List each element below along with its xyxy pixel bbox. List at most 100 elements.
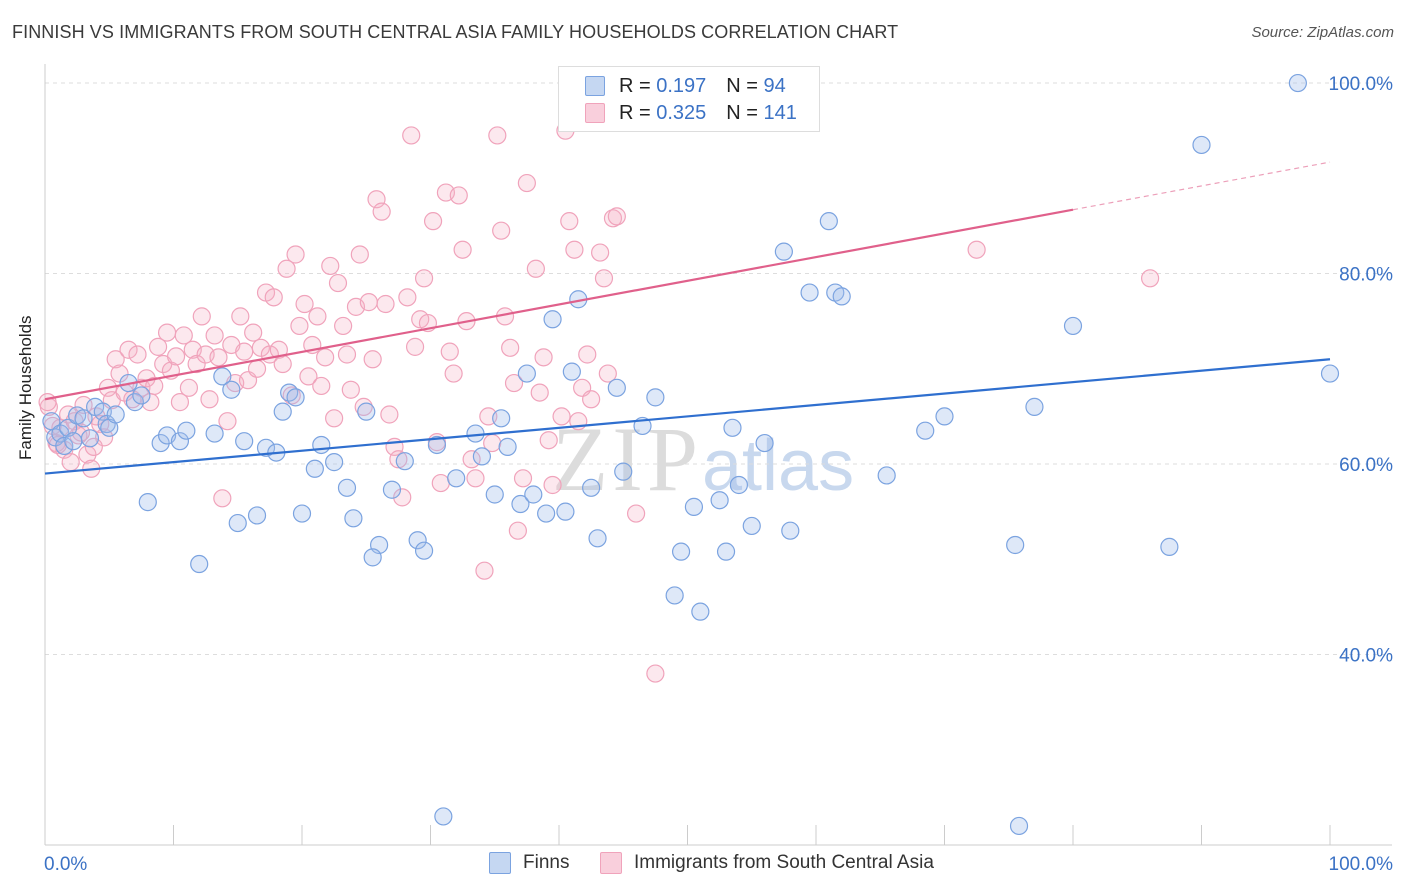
legend-row-immigrants: R = 0.325 N = 141 [585,100,797,126]
point-immigrants [598,364,617,383]
point-finns [684,497,704,516]
point-immigrants [444,364,463,383]
series-legend: Finns Immigrants from South Central Asia [0,852,1406,878]
point-immigrants [295,294,314,314]
point-finns [537,504,556,523]
point-finns [472,447,491,466]
point-finns [498,437,517,456]
point-immigrants [440,342,459,361]
point-immigrants [405,337,425,356]
point-finns [1009,816,1029,836]
point-finns [213,367,232,386]
point-finns [170,432,190,451]
trend-line-immigrants [44,208,1074,401]
point-immigrants [431,473,450,493]
chart-title: FINNISH VS IMMIGRANTS FROM SOUTH CENTRAL… [12,22,899,42]
point-immigrants [269,340,288,359]
point-immigrants [264,288,283,307]
y-tick-label: 100.0% [1329,74,1394,95]
y-tick-label: 60.0% [1339,455,1393,476]
point-finns [1288,73,1307,93]
point-immigrants [363,350,382,369]
legend-r-label: R = [619,74,651,97]
point-immigrants [626,504,646,523]
x-tick-label: 0.0% [44,854,87,875]
point-immigrants [530,383,549,402]
point-immigrants [582,390,601,409]
legend-n-value: 141 [763,101,797,124]
point-immigrants [174,326,193,345]
point-immigrants [128,345,147,364]
point-finns [582,478,601,497]
point-finns [325,453,344,472]
legend-r-value: 0.325 [656,101,707,124]
trend-lines [44,161,1331,475]
y-tick-label: 80.0% [1339,265,1393,286]
y-tick-label: 40.0% [1339,646,1393,667]
point-finns [524,485,543,504]
point-immigrants [74,395,93,415]
point-immigrants [393,488,412,507]
point-immigrants [359,293,378,312]
legend-n-label: N = [726,101,758,124]
point-immigrants [350,245,369,264]
point-finns [671,542,691,561]
point-finns [312,435,331,455]
point-immigrants [328,273,348,293]
point-immigrants [462,450,481,469]
point-finns [1025,397,1044,416]
point-finns [427,435,447,455]
point-finns [742,516,761,536]
point-immigrants [157,323,177,342]
point-immigrants [646,664,665,683]
point-finns [363,548,382,567]
legend-item-finns: Finns [489,852,569,874]
point-immigrants [166,347,186,366]
point-immigrants [501,338,520,357]
point-immigrants [273,354,292,374]
point-immigrants [38,393,57,412]
point-immigrants [466,469,485,488]
point-finns [517,364,536,383]
point-immigrants [244,323,263,342]
point-finns [935,407,954,426]
point-immigrants [247,359,267,378]
series-immigrants-points [38,97,1160,683]
point-finns [800,283,819,302]
tick-labels: 40.0% 60.0% 80.0% 100.0% 0.0% 100.0% [44,74,1393,875]
point-immigrants [526,259,545,278]
point-immigrants [594,269,614,288]
point-finns [235,432,254,451]
point-immigrants [218,412,237,431]
point-finns [1192,135,1211,155]
point-immigrants [380,405,399,424]
point-finns [492,409,511,428]
point-immigrants [312,376,331,396]
y-axis-label: Family Households [16,315,35,460]
legend-swatch-finns [585,76,605,96]
point-finns [106,405,125,424]
legend-item-immigrants: Immigrants from South Central Asia [600,852,934,874]
series-finns-points [42,73,1340,836]
point-finns [819,212,838,231]
point-finns [408,531,427,550]
point-immigrants [277,259,296,278]
point-finns [205,424,224,443]
point-immigrants [513,469,533,488]
point-finns [190,554,209,574]
point-immigrants [321,256,340,276]
point-finns [177,421,196,440]
source-label: Source: ZipAtlas.com [1251,24,1394,41]
point-finns [485,485,504,504]
point-finns [710,491,729,510]
point-immigrants [341,380,360,399]
point-immigrants [308,307,327,326]
point-finns [511,494,530,514]
point-immigrants [414,269,434,288]
point-finns [132,386,151,405]
point-immigrants [517,173,536,193]
point-immigrants [402,126,421,145]
point-immigrants [299,367,318,386]
point-finns [665,586,684,605]
